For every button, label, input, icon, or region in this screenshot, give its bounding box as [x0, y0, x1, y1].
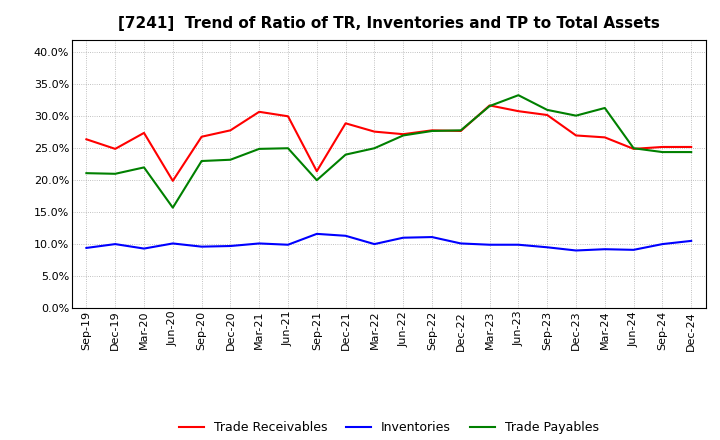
Trade Receivables	[312, 169, 321, 174]
Inventories	[370, 242, 379, 247]
Inventories	[687, 238, 696, 244]
Trade Receivables	[514, 109, 523, 114]
Trade Payables	[572, 113, 580, 118]
Trade Receivables	[658, 144, 667, 150]
Trade Payables	[370, 146, 379, 151]
Trade Payables	[600, 105, 609, 110]
Trade Receivables	[428, 128, 436, 133]
Trade Receivables	[140, 130, 148, 136]
Line: Inventories: Inventories	[86, 234, 691, 250]
Inventories	[284, 242, 292, 247]
Legend: Trade Receivables, Inventories, Trade Payables: Trade Receivables, Inventories, Trade Pa…	[174, 416, 604, 439]
Inventories	[312, 231, 321, 237]
Trade Payables	[284, 146, 292, 151]
Line: Trade Payables: Trade Payables	[86, 95, 691, 208]
Trade Receivables	[82, 137, 91, 142]
Trade Payables	[312, 178, 321, 183]
Trade Receivables	[629, 146, 638, 151]
Inventories	[485, 242, 494, 247]
Inventories	[226, 243, 235, 249]
Inventories	[82, 245, 91, 250]
Trade Receivables	[255, 109, 264, 114]
Trade Receivables	[341, 121, 350, 126]
Inventories	[140, 246, 148, 251]
Trade Payables	[629, 146, 638, 151]
Trade Payables	[82, 171, 91, 176]
Inventories	[572, 248, 580, 253]
Trade Payables	[514, 92, 523, 98]
Trade Receivables	[226, 128, 235, 133]
Inventories	[399, 235, 408, 240]
Trade Payables	[140, 165, 148, 170]
Line: Trade Receivables: Trade Receivables	[86, 106, 691, 181]
Trade Receivables	[197, 134, 206, 139]
Trade Payables	[168, 205, 177, 210]
Inventories	[658, 242, 667, 247]
Inventories	[255, 241, 264, 246]
Inventories	[111, 242, 120, 247]
Title: [7241]  Trend of Ratio of TR, Inventories and TP to Total Assets: [7241] Trend of Ratio of TR, Inventories…	[118, 16, 660, 32]
Trade Receivables	[399, 132, 408, 137]
Inventories	[543, 245, 552, 250]
Trade Payables	[543, 107, 552, 113]
Inventories	[428, 235, 436, 240]
Inventories	[197, 244, 206, 249]
Trade Receivables	[284, 114, 292, 119]
Trade Receivables	[543, 112, 552, 117]
Trade Payables	[456, 128, 465, 133]
Trade Receivables	[111, 146, 120, 151]
Trade Payables	[658, 150, 667, 155]
Trade Payables	[399, 133, 408, 138]
Trade Payables	[341, 152, 350, 157]
Trade Receivables	[572, 133, 580, 138]
Trade Payables	[197, 158, 206, 164]
Inventories	[629, 247, 638, 253]
Trade Payables	[255, 146, 264, 151]
Trade Payables	[485, 103, 494, 109]
Trade Receivables	[168, 178, 177, 183]
Trade Receivables	[600, 135, 609, 140]
Trade Receivables	[370, 129, 379, 134]
Trade Payables	[111, 171, 120, 176]
Trade Payables	[226, 157, 235, 162]
Inventories	[514, 242, 523, 247]
Trade Receivables	[456, 128, 465, 134]
Inventories	[456, 241, 465, 246]
Trade Payables	[687, 150, 696, 155]
Trade Payables	[428, 128, 436, 134]
Trade Receivables	[687, 144, 696, 150]
Inventories	[168, 241, 177, 246]
Inventories	[341, 233, 350, 238]
Inventories	[600, 246, 609, 252]
Trade Receivables	[485, 103, 494, 108]
